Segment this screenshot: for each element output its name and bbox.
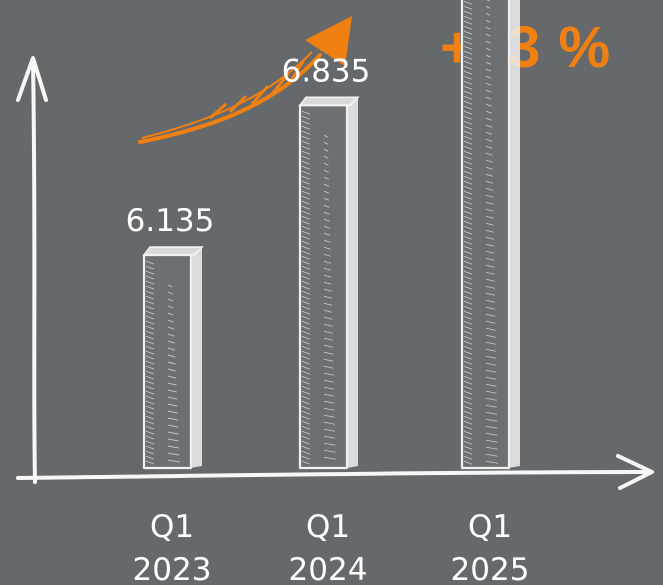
bar-side-face <box>191 247 202 468</box>
bar <box>298 96 360 470</box>
x-axis <box>16 470 652 480</box>
category-label-quarter: Q1 <box>150 509 194 545</box>
category-label-quarter: Q1 <box>468 509 512 545</box>
bar-value-label: 6.835 <box>282 53 371 89</box>
y-axis <box>31 58 37 484</box>
bars-group <box>142 0 520 470</box>
bar-hatching <box>145 260 180 465</box>
bar-side-face <box>509 0 520 468</box>
bar-hatching <box>463 0 498 465</box>
chart-axes <box>16 56 654 490</box>
bar-front-face <box>142 253 193 470</box>
growth-arrow-icon <box>138 16 352 144</box>
bar-side-face <box>347 97 358 469</box>
bar-front-face <box>460 0 511 470</box>
x-axis-arrowhead <box>616 454 654 490</box>
bar-value-label: 6.135 <box>126 203 215 239</box>
bar <box>142 246 204 470</box>
category-label-quarter: Q1 <box>306 509 350 545</box>
category-labels-group: Q1 2023 Q1 2024 Q1 2025 <box>133 509 530 585</box>
category-label-year: 2024 <box>289 552 368 585</box>
bar-hatching <box>301 110 336 465</box>
category-label-year: 2025 <box>451 552 530 585</box>
y-axis-arrowhead <box>16 56 48 102</box>
bar <box>460 0 520 470</box>
category-label-year: 2023 <box>133 552 212 585</box>
